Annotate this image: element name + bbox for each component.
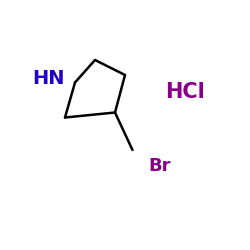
Text: Br: Br [149,157,171,175]
Text: HCl: HCl [165,82,205,102]
Text: HN: HN [32,69,65,88]
